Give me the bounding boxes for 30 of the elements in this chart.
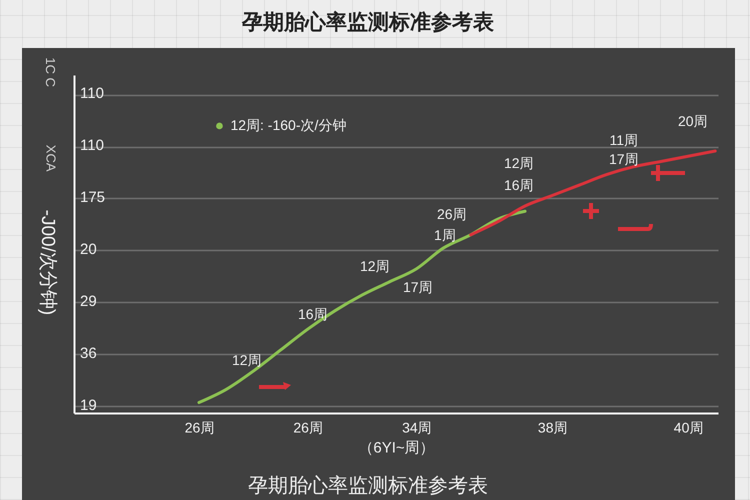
- text: XCA: [42, 144, 58, 172]
- x-tick-label: 38周: [538, 420, 568, 436]
- text: 11周: [610, 132, 638, 148]
- annotation: 1周: [434, 226, 456, 243]
- text: 孕期胎心率监测标准参考表: [248, 475, 488, 497]
- text: 20: [80, 240, 97, 258]
- x-tick-label: 34周: [402, 420, 432, 436]
- x-tick-label: 40周: [674, 420, 704, 436]
- text: 20周: [678, 112, 708, 129]
- annotation: 12周: [360, 258, 390, 274]
- annotation: 16周: [504, 176, 534, 193]
- annotation: 12周: [504, 154, 534, 171]
- text: -J00/次分钟): [36, 209, 58, 315]
- chart-title: 孕期胎心率监测标准参考表: [241, 10, 494, 34]
- text: 110: [80, 85, 104, 103]
- text: 110: [80, 137, 104, 154]
- x-tick-label: 26周: [184, 420, 214, 436]
- annotation: 17周: [403, 278, 433, 295]
- x-tick-label: 26周: [293, 420, 323, 436]
- text: 175: [80, 188, 106, 206]
- text: 19: [80, 396, 97, 414]
- text: 36: [80, 344, 97, 362]
- annotation: 16周: [298, 306, 328, 322]
- text: 29: [80, 292, 97, 310]
- legend-label: 12周: -160-次/分钟: [230, 116, 346, 133]
- annotation: 12周: [232, 352, 262, 368]
- text: 1C C: [42, 57, 58, 87]
- annotation: 26周: [437, 206, 467, 222]
- x-axis-title: （6YI~周）: [358, 440, 435, 456]
- annotation: 17周: [609, 150, 639, 167]
